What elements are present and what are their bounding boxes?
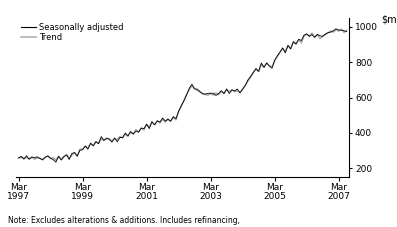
Text: Note: Excludes alterations & additions. Includes refinancing,: Note: Excludes alterations & additions. … <box>8 216 240 225</box>
Y-axis label: $m: $m <box>382 15 397 25</box>
Legend: Seasonally adjusted, Trend: Seasonally adjusted, Trend <box>20 22 125 43</box>
